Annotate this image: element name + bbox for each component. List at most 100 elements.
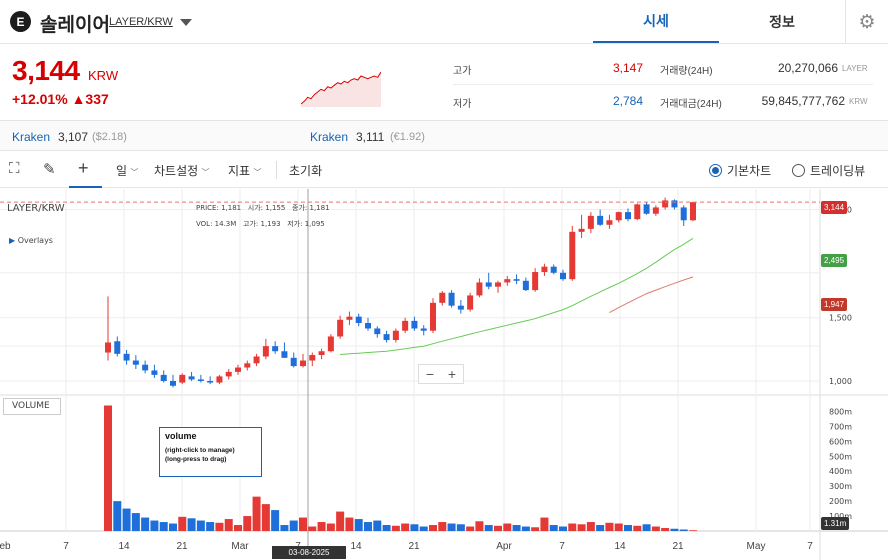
volume-bar <box>169 523 177 531</box>
crosshair-icon[interactable]: + <box>78 158 89 178</box>
tradingview-radio[interactable] <box>792 164 805 177</box>
tab-price[interactable]: 시세 <box>593 0 719 43</box>
candle-body <box>541 266 548 273</box>
volume-tick-label: 700m <box>829 422 852 431</box>
candle-body <box>105 342 111 353</box>
volume-bar <box>466 526 475 531</box>
zoom-in-button[interactable]: + <box>447 366 457 382</box>
volume-tick-label: 200m <box>829 497 852 506</box>
candle-body <box>625 212 631 220</box>
volume-value: 20,270,066 <box>777 61 838 75</box>
volume-tick-label: 600m <box>829 437 852 446</box>
chart-settings-select[interactable]: 차트설정 ﹀ <box>154 162 210 179</box>
x-tick-label: 7 <box>807 541 813 552</box>
volume-pane-label[interactable]: VOLUME <box>3 398 61 415</box>
candle-body <box>597 215 604 225</box>
ma1-line <box>340 237 694 355</box>
volume-bar <box>271 510 280 531</box>
x-tick-label: Feb <box>0 541 11 552</box>
volume-bar <box>252 496 261 531</box>
volume-bar <box>113 501 122 531</box>
candle-body <box>197 379 204 381</box>
exchange-name[interactable]: Kraken <box>12 130 51 144</box>
tab-info[interactable]: 정보 <box>769 13 795 30</box>
amount-label: 거래대금(24H) <box>660 99 722 110</box>
volume-bar <box>577 524 586 531</box>
volume-bar <box>234 525 242 531</box>
volume-bar <box>614 523 623 531</box>
basic-chart-label[interactable]: 기본차트 <box>727 164 772 178</box>
info-vol-label: VOL: <box>196 220 213 228</box>
candle-body <box>327 336 334 352</box>
chevron-down-icon[interactable] <box>180 19 192 26</box>
sparkline-line <box>301 71 381 105</box>
volume-bar <box>308 526 317 531</box>
volume-bar <box>596 525 605 531</box>
candle-body <box>522 280 529 291</box>
volume-bar <box>159 522 168 531</box>
chart-toolbar: ⛶ ✎ + 일 ﹀ 차트설정 ﹀ 지표 ﹀ 초기화 기본차트 트레이딩뷰 <box>0 152 888 188</box>
volume-bar <box>391 525 400 531</box>
volume-bar <box>651 526 660 531</box>
candle-body <box>225 371 232 377</box>
gear-icon[interactable]: ⚙ <box>845 0 888 44</box>
candle-body <box>476 282 483 296</box>
candle-body <box>680 207 687 221</box>
crosshair-date-label: 03-08-2025 <box>272 546 346 559</box>
reset-button[interactable]: 초기화 <box>289 164 323 178</box>
interval-select[interactable]: 일 ﹀ <box>116 162 138 179</box>
x-tick-label: 14 <box>118 541 130 552</box>
zoom-controls: − + <box>418 364 464 384</box>
exchange-prices-row: Kraken 3,107 ($2.18) Kraken 3,111 (€1.92… <box>0 120 888 151</box>
info-close: 1,181 <box>309 204 330 212</box>
candle-body <box>448 292 455 306</box>
pencil-icon[interactable]: ✎ <box>43 161 56 178</box>
exchange-name[interactable]: Kraken <box>310 130 349 144</box>
amount-unit: KRW <box>849 97 868 106</box>
candle-body <box>216 376 223 383</box>
basic-chart-radio[interactable] <box>709 164 722 177</box>
chevron-down-icon: ﹀ <box>201 168 210 177</box>
candle-body <box>170 380 176 386</box>
volume-bar <box>187 518 196 531</box>
info-price-label: PRICE: <box>196 204 219 212</box>
volume-bar <box>689 530 697 531</box>
candle-body <box>420 328 427 331</box>
overlays-toggle[interactable]: ▶ Overlays <box>9 236 53 245</box>
candle-body <box>643 204 650 214</box>
overlays-label: Overlays <box>17 236 53 245</box>
indicators-select[interactable]: 지표 ﹀ <box>228 162 261 179</box>
x-tick-label: 14 <box>350 541 362 552</box>
candle-body <box>690 202 696 221</box>
info-low-label: 저가: <box>287 220 303 228</box>
exchange-eur: (€1.92) <box>390 131 425 143</box>
volume-bar <box>568 523 577 531</box>
volume-bar <box>326 523 335 531</box>
candle-body <box>207 380 214 383</box>
volume-bar <box>206 522 215 531</box>
tradingview-label[interactable]: 트레이딩뷰 <box>810 164 866 178</box>
coin-name: 솔레이어 <box>40 15 110 36</box>
candle-body <box>652 207 659 214</box>
volume-bar <box>215 522 224 531</box>
volume-bar <box>122 508 131 531</box>
volume-bar <box>512 525 521 531</box>
x-tick-label: 21 <box>408 541 420 552</box>
zoom-out-button[interactable]: − <box>425 366 435 382</box>
price-chart[interactable]: Feb71421Mar71421Apr71421May73,0001,5001,… <box>0 189 888 560</box>
volume-bar <box>679 529 688 531</box>
volume-bar <box>438 522 447 531</box>
fullscreen-icon[interactable]: ⛶ <box>9 160 20 177</box>
coin-pair-link[interactable]: LAYER/KRW <box>109 16 173 28</box>
candle-body <box>606 220 613 225</box>
candle-body <box>142 364 149 371</box>
candle-body <box>587 215 594 229</box>
last-price-tag: 3,144 <box>821 201 848 214</box>
tooltip-line2: (long-press to drag) <box>165 456 227 463</box>
x-tick-label: May <box>747 541 766 552</box>
volume-bar <box>299 517 307 531</box>
last-volume-tag: 1.31m <box>821 517 850 530</box>
moving-averages-layer <box>0 189 820 546</box>
change-amount: ▲337 <box>71 91 109 107</box>
candle-body <box>114 341 121 354</box>
